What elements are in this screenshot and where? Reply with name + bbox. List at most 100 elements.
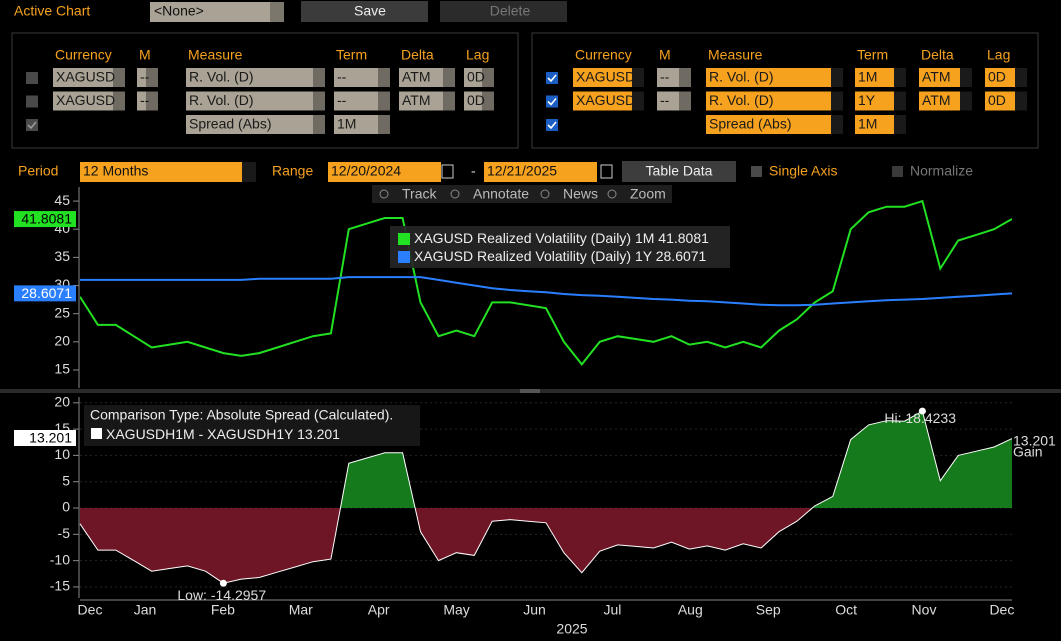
table-data-button[interactable] (622, 161, 736, 182)
field-delta[interactable] (919, 68, 972, 87)
field-measure[interactable] (186, 68, 325, 87)
y-tick-label: 20 (54, 333, 70, 349)
legend-value: 41.8081 (658, 230, 709, 246)
chart-tool[interactable]: Zoom (630, 186, 666, 202)
panel-header: Delta (921, 47, 954, 63)
field-term[interactable] (334, 115, 390, 134)
panel-border (531, 32, 1039, 149)
value-tag-text: 28.6071 (21, 285, 72, 301)
delete-button[interactable] (440, 1, 567, 22)
checkbox[interactable] (546, 72, 558, 84)
field-measure[interactable] (186, 91, 325, 111)
field-arrow (146, 91, 158, 111)
field-text: -- (337, 69, 347, 85)
pane-handle[interactable] (520, 389, 540, 393)
checkbox[interactable] (26, 95, 38, 108)
field-measure[interactable] (706, 68, 843, 87)
panel-header: Currency (55, 47, 112, 63)
field-text: -- (660, 92, 670, 108)
chart-select[interactable] (150, 2, 284, 22)
field-term[interactable] (855, 115, 906, 134)
field-arrow (679, 91, 691, 111)
field-term[interactable] (334, 91, 390, 111)
x-tick-label: Mar (289, 602, 313, 618)
chart-tool[interactable]: Annotate (473, 186, 529, 202)
field-delta[interactable] (919, 91, 972, 111)
field-arrow (378, 115, 390, 134)
field-delta[interactable] (399, 68, 455, 87)
field-term[interactable] (855, 91, 906, 111)
checkbox[interactable] (546, 119, 558, 131)
tool-icon (607, 189, 617, 199)
field-arrow (443, 68, 455, 87)
checkbox[interactable] (546, 95, 558, 108)
field-delta[interactable] (399, 91, 455, 111)
chart-tool[interactable]: Track (402, 186, 437, 202)
panel-header: Lag (987, 47, 1010, 63)
delete-text: Delete (490, 3, 531, 19)
checkbox[interactable] (26, 72, 38, 84)
chart-tool[interactable]: News (563, 186, 598, 202)
field-text: 0D (467, 69, 485, 85)
field-text: R. Vol. (D) (709, 92, 774, 108)
high-label: Hi: 18.4233 (884, 410, 956, 426)
range-start-box[interactable] (328, 162, 441, 182)
value-tag-text: 13.201 (29, 430, 72, 446)
field-text: 1M (858, 116, 877, 132)
legend-swatch (398, 233, 410, 245)
save-button[interactable] (301, 1, 428, 22)
panel-header: Term (857, 47, 888, 63)
calendar-icon[interactable] (600, 164, 613, 179)
field-arrow (632, 91, 644, 111)
checkbox[interactable] (892, 166, 903, 177)
field-measure[interactable] (186, 115, 325, 134)
value-tag-text: 41.8081 (21, 211, 72, 227)
field-text: ATM (922, 92, 951, 108)
period-select[interactable] (80, 162, 256, 182)
checkmark (27, 121, 37, 130)
field-text: XAGUSD (56, 92, 115, 108)
field-arrow (831, 115, 843, 134)
panel-header: Currency (575, 47, 632, 63)
field-arrow (1015, 68, 1027, 87)
field-currency[interactable] (53, 68, 125, 87)
y-tick-label: -5 (58, 525, 71, 541)
tool-icon (450, 189, 460, 199)
field-text: 1M (337, 116, 356, 132)
calendar-icon[interactable] (441, 164, 454, 179)
field-measure[interactable] (706, 91, 843, 111)
checkmark (547, 121, 557, 130)
range-end: 12/21/2025 (487, 163, 557, 179)
field-arrow (894, 91, 906, 111)
legend-value: 13.201 (297, 426, 340, 442)
normalize-text: Normalize (910, 163, 973, 179)
field-currency[interactable] (53, 91, 125, 111)
field-currency[interactable] (573, 91, 644, 111)
dropdown-arrow-box (270, 2, 284, 22)
field-arrow (146, 68, 158, 87)
field-text: XAGUSD (56, 69, 115, 85)
annotation: Comparison Type: Absolute Spread (Calcul… (90, 407, 393, 423)
checkbox[interactable] (26, 119, 38, 131)
y-tick-label: 0 (62, 499, 70, 515)
panel-header: M (139, 47, 151, 63)
x-tick-label: Aug (678, 602, 703, 618)
table-data-text: Table Data (646, 163, 713, 179)
range-end-box[interactable] (484, 162, 597, 182)
x-tick-label: Jun (523, 602, 546, 618)
field-arrow (831, 68, 843, 87)
legend-entry: XAGUSD Realized Volatility (Daily) 1M 41… (414, 230, 709, 246)
y-tick-label: 20 (54, 393, 70, 409)
checkbox[interactable] (751, 166, 762, 177)
panel-header: Lag (466, 47, 489, 63)
field-text: -- (660, 69, 670, 85)
single-axis-text: Single Axis (769, 163, 837, 179)
field-text: 0D (467, 92, 485, 108)
field-term[interactable] (334, 68, 390, 87)
legend-swatch (91, 428, 102, 439)
field-measure[interactable] (706, 115, 843, 134)
field-currency[interactable] (573, 68, 644, 87)
field-term[interactable] (855, 68, 906, 87)
field-arrow (679, 68, 691, 87)
field-text: ATM (922, 69, 951, 85)
